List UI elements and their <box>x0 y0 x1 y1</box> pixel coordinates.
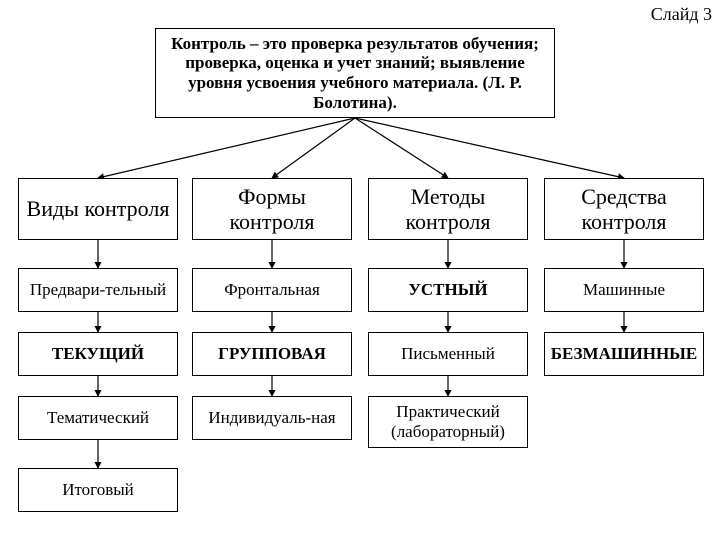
category-means: Средства контроля <box>544 178 704 240</box>
cell-text: Индивидуаль-ная <box>208 408 335 428</box>
cell-final: Итоговый <box>18 468 178 512</box>
cell-oral: УСТНЫЙ <box>368 268 528 312</box>
definition-text: Контроль – это проверка результатов обуч… <box>160 34 550 112</box>
cell-text: ТЕКУЩИЙ <box>52 344 144 364</box>
cell-text: Фронтальная <box>224 280 320 300</box>
cell-text: Практический (лабораторный) <box>373 402 523 441</box>
cell-written: Письменный <box>368 332 528 376</box>
cell-nonmachine: БЕЗМАШИННЫЕ <box>544 332 704 376</box>
cell-individual: Индивидуаль-ная <box>192 396 352 440</box>
cell-text: ГРУППОВАЯ <box>218 344 326 364</box>
slide-number: Слайд 3 <box>651 4 712 25</box>
cell-text: УСТНЫЙ <box>408 280 487 300</box>
cell-text: Предвари-тельный <box>30 280 166 300</box>
cell-group: ГРУППОВАЯ <box>192 332 352 376</box>
category-label: Формы контроля <box>197 184 347 235</box>
cell-text: Письменный <box>401 344 495 364</box>
category-label: Виды контроля <box>27 196 170 221</box>
definition-box: Контроль – это проверка результатов обуч… <box>155 28 555 118</box>
category-forms: Формы контроля <box>192 178 352 240</box>
cell-machine: Машинные <box>544 268 704 312</box>
cell-thematic: Тематический <box>18 396 178 440</box>
category-label: Методы контроля <box>373 184 523 235</box>
cell-text: БЕЗМАШИННЫЕ <box>551 344 697 364</box>
cell-text: Тематический <box>47 408 149 428</box>
category-methods: Методы контроля <box>368 178 528 240</box>
category-label: Средства контроля <box>549 184 699 235</box>
cell-practical: Практический (лабораторный) <box>368 396 528 448</box>
cell-text: Машинные <box>583 280 665 300</box>
cell-text: Итоговый <box>62 480 134 500</box>
cell-preliminary: Предвари-тельный <box>18 268 178 312</box>
cell-current: ТЕКУЩИЙ <box>18 332 178 376</box>
category-types: Виды контроля <box>18 178 178 240</box>
cell-frontal: Фронтальная <box>192 268 352 312</box>
slide: Слайд 3 Контроль – это проверка результа… <box>0 0 720 540</box>
